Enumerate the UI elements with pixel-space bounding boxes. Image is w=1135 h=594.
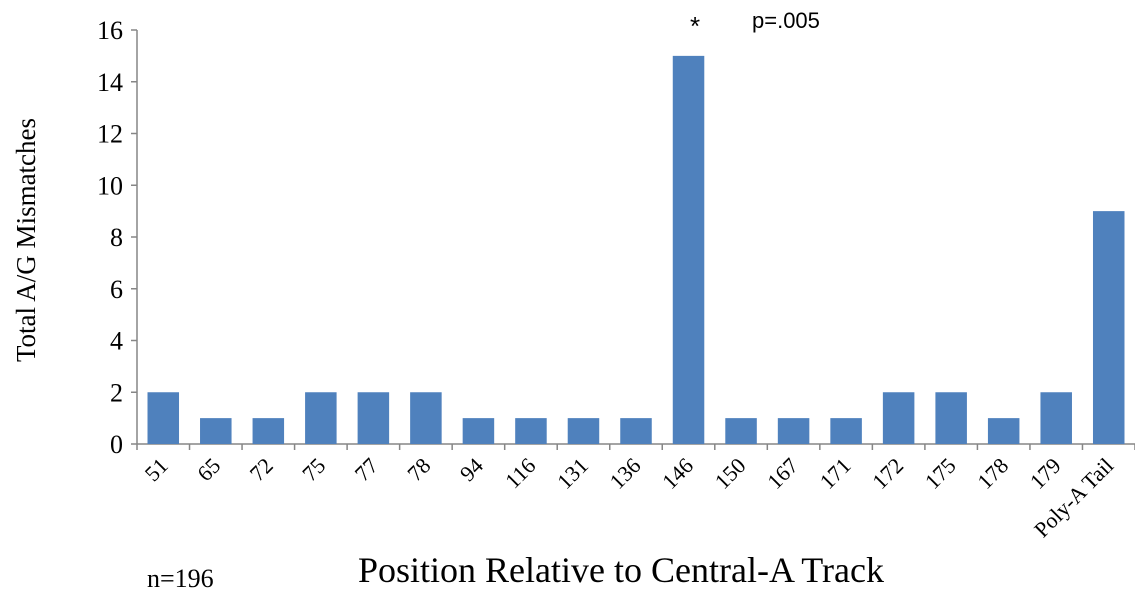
x-tick-label: 65 — [192, 453, 225, 486]
x-tick-label: 150 — [710, 453, 751, 494]
x-tick-label: 78 — [402, 453, 435, 486]
y-axis: 0 2 4 6 8 10 12 14 16 — [97, 16, 138, 459]
y-tick-label: 16 — [97, 16, 123, 45]
x-axis-label: Position Relative to Central-A Track — [358, 550, 884, 590]
sample-size-note: n=196 — [147, 564, 214, 593]
bar — [357, 392, 390, 444]
bar — [462, 418, 495, 444]
x-tick-labels: 51 65 72 75 77 78 94 116 131 136 146 150 167 171 172 17… — [140, 453, 1119, 542]
x-tick-label: 172 — [867, 453, 908, 494]
bar — [252, 418, 285, 444]
bar — [830, 418, 862, 444]
bar — [882, 392, 915, 444]
bar — [567, 418, 600, 444]
x-tick-label: 179 — [1025, 453, 1066, 494]
bar — [725, 418, 757, 444]
x-tick-label: 167 — [762, 453, 803, 494]
bar — [410, 392, 442, 444]
bar — [620, 418, 652, 444]
x-tick-label: 136 — [605, 453, 646, 494]
y-tick-label: 8 — [110, 223, 123, 252]
y-tick-label: 4 — [110, 327, 123, 356]
bar — [1092, 211, 1125, 444]
x-tick-label: 72 — [245, 453, 278, 486]
x-tick-label: 51 — [140, 453, 173, 486]
bar — [935, 392, 967, 444]
x-tick-label: 175 — [920, 453, 961, 494]
bar — [672, 55, 705, 444]
y-tick-label: 10 — [97, 171, 123, 200]
y-tick-label: 2 — [110, 378, 123, 407]
bar — [987, 418, 1020, 444]
x-tick-label: 77 — [350, 453, 383, 486]
bar — [147, 392, 180, 444]
x-tick-label: 146 — [657, 453, 698, 494]
y-tick-label: 6 — [110, 275, 123, 304]
bar — [305, 392, 337, 444]
y-tick-label: 14 — [97, 68, 123, 97]
p-value-annotation: p=.005 — [752, 8, 820, 33]
y-axis-label: Total A/G Mismatches — [11, 118, 41, 362]
x-tick-label: 94 — [455, 453, 488, 486]
x-tick-label: 116 — [500, 453, 540, 493]
bar — [515, 418, 547, 444]
bar — [1040, 392, 1072, 444]
significance-star: * — [690, 11, 700, 41]
x-tick-label: 178 — [972, 453, 1013, 494]
bar — [200, 418, 232, 444]
y-tick-label: 12 — [97, 120, 123, 149]
x-tick-label: 171 — [815, 453, 856, 494]
x-axis — [136, 443, 1135, 450]
bars — [147, 55, 1125, 444]
x-tick-label: 131 — [552, 453, 593, 494]
bar — [777, 418, 810, 444]
y-tick-label: 0 — [110, 430, 123, 459]
x-tick-label: 75 — [297, 453, 330, 486]
